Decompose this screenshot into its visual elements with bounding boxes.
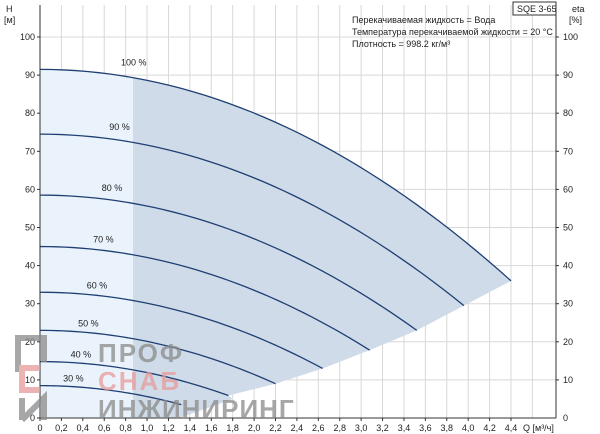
info-liquid: Перекачиваемая жидкость = Вода bbox=[352, 15, 495, 25]
y2-tick-label: 90 bbox=[563, 70, 573, 80]
curve-label: 80 % bbox=[102, 183, 123, 193]
x-tick-label: 1,4 bbox=[184, 423, 197, 433]
y2-axis-title: eta bbox=[572, 4, 585, 14]
x-tick-label: 4,0 bbox=[462, 423, 475, 433]
y2-tick-label: 0 bbox=[563, 413, 568, 423]
model-badge-box bbox=[512, 1, 557, 16]
curve-40-percent bbox=[39, 360, 229, 397]
curve-label: 40 % bbox=[71, 350, 92, 360]
y-tick-label: 90 bbox=[25, 70, 35, 80]
y2-tick-label: 70 bbox=[563, 146, 573, 156]
x-tick-label: 2,6 bbox=[312, 423, 325, 433]
x-tick-label: 3,8 bbox=[441, 423, 454, 433]
y-tick-label: 0 bbox=[30, 413, 35, 423]
y2-tick-label: 50 bbox=[563, 223, 573, 233]
x-tick-label: 3,4 bbox=[398, 423, 411, 433]
x-tick-label: 3,2 bbox=[376, 423, 389, 433]
y2-tick-label: 40 bbox=[563, 261, 573, 271]
curve-label: 50 % bbox=[78, 318, 99, 328]
curve-label: 30 % bbox=[63, 374, 84, 384]
y-axis-title: H bbox=[6, 4, 13, 14]
info-temperature: Температура перекачиваемой жидкости = 20… bbox=[352, 27, 553, 37]
x-tick-label: 2,2 bbox=[269, 423, 282, 433]
curve-label: 60 % bbox=[87, 280, 108, 290]
curve-80-percent bbox=[39, 194, 418, 331]
y-tick-label: 60 bbox=[25, 184, 35, 194]
x-tick-label: 1,6 bbox=[205, 423, 218, 433]
x-tick-label: 0,6 bbox=[98, 423, 111, 433]
x-tick-label: 1,8 bbox=[226, 423, 239, 433]
y-tick-label: 10 bbox=[25, 375, 35, 385]
curve-70-percent bbox=[39, 245, 371, 351]
model-badge: SQE 3-65 bbox=[517, 4, 557, 14]
svg-text:ПРОФ: ПРОФ bbox=[98, 338, 184, 368]
x-tick-label: 2,0 bbox=[248, 423, 261, 433]
y-tick-label: 40 bbox=[25, 261, 35, 271]
dark-region bbox=[133, 77, 511, 418]
curve-60-percent bbox=[39, 291, 323, 370]
y2-tick-label: 30 bbox=[563, 299, 573, 309]
curve-50-percent bbox=[39, 329, 276, 385]
logo-watermark: ПРОФ СНАБ ИНЖИНИРИНГ bbox=[15, 335, 295, 424]
y-tick-label: 80 bbox=[25, 108, 35, 118]
y2-tick-label: 20 bbox=[563, 337, 573, 347]
y2-tick-label: 80 bbox=[563, 108, 573, 118]
x-tick-label: 0 bbox=[37, 423, 42, 433]
axes: 0 0,2 0,4 0,6 0,8 1,0 1,2 1,4 1,6 1,8 2,0 2,2 2,4 2,6… bbox=[20, 5, 578, 433]
info-density: Плотность = 998.2 кг/м³ bbox=[352, 39, 450, 49]
x-tick-label: 2,8 bbox=[333, 423, 346, 433]
x-tick-label: 4,4 bbox=[505, 423, 518, 433]
x-tick-label: 1,2 bbox=[162, 423, 175, 433]
x-tick-label: 3,6 bbox=[419, 423, 432, 433]
y2-axis-unit: [%] bbox=[569, 15, 582, 25]
x-tick-label: 0,8 bbox=[119, 423, 132, 433]
y2-tick-label: 60 bbox=[563, 184, 573, 194]
curve-90-percent bbox=[39, 133, 465, 307]
y-tick-label: 50 bbox=[25, 223, 35, 233]
y-tick-label: 30 bbox=[25, 299, 35, 309]
curve-label: 90 % bbox=[109, 122, 130, 132]
curves: 100 % 90 % 80 % 70 % 60 % 50 % 40 % 30 % bbox=[39, 57, 512, 406]
y2-tick-label: 100 bbox=[563, 32, 578, 42]
curve-label: 70 % bbox=[93, 235, 114, 245]
y-tick-label: 20 bbox=[25, 337, 35, 347]
svg-text:СНАБ: СНАБ bbox=[98, 366, 181, 396]
x-tick-label: 3,0 bbox=[355, 423, 368, 433]
svg-text:ИНЖИНИРИНГ: ИНЖИНИРИНГ bbox=[98, 394, 295, 424]
curve-100-percent bbox=[39, 68, 512, 282]
x-tick-label: 0,4 bbox=[77, 423, 90, 433]
x-tick-label: 0,2 bbox=[55, 423, 68, 433]
x-tick-label: 1,0 bbox=[141, 423, 154, 433]
x-tick-label: 4,2 bbox=[483, 423, 496, 433]
y-axis-unit: [м] bbox=[4, 15, 15, 25]
y2-tick-label: 10 bbox=[563, 375, 573, 385]
y-tick-label: 100 bbox=[20, 32, 35, 42]
curve-label: 100 % bbox=[121, 57, 147, 67]
curve-30-percent bbox=[39, 384, 182, 406]
y-tick-label: 70 bbox=[25, 146, 35, 156]
x-axis-title: Q [м³/ч] bbox=[523, 423, 554, 433]
x-tick-label: 2,4 bbox=[291, 423, 304, 433]
